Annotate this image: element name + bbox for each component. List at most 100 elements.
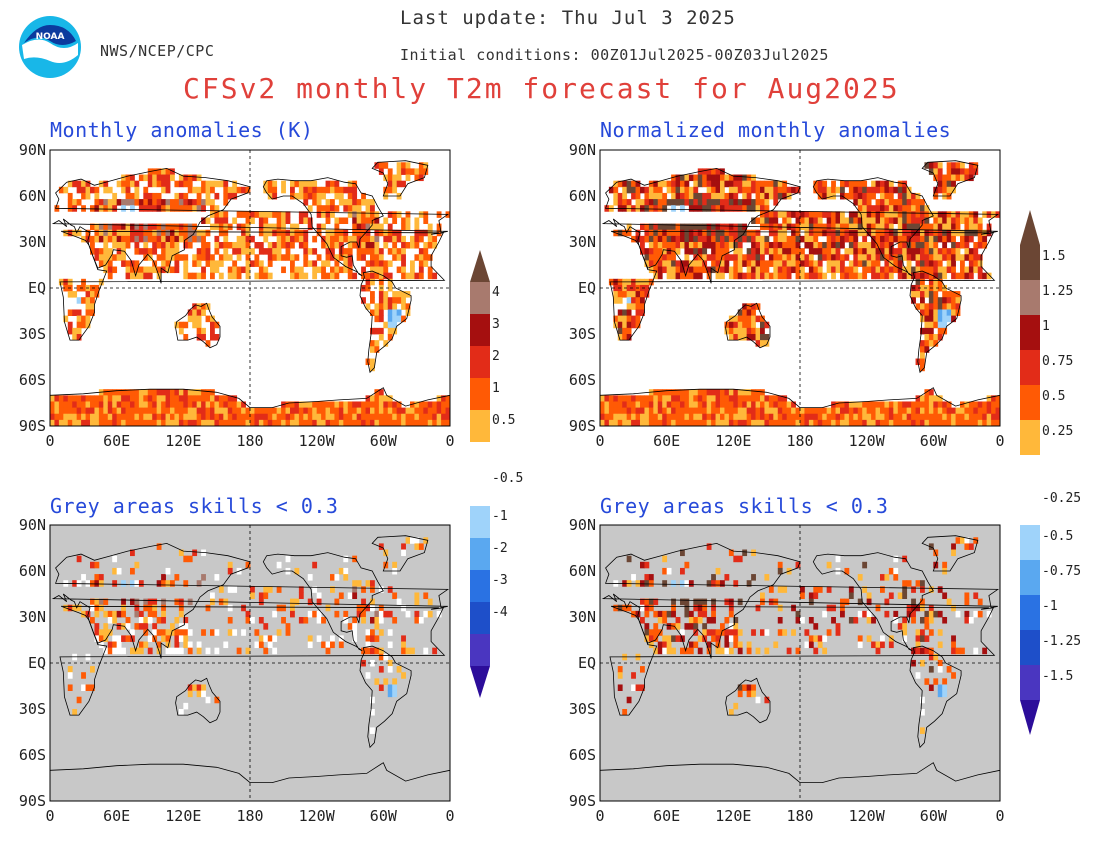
anomaly-cell [995,395,1001,402]
anomaly-cell [737,174,743,182]
anomaly-cell [697,389,703,396]
anomaly-cell [711,235,716,243]
anomaly-cell [871,217,876,224]
anomaly-cell [760,217,765,224]
anomaly-cell [773,199,779,206]
anomaly-cell [791,266,796,274]
anomaly-cell [764,334,770,341]
anomaly-cell [626,604,632,612]
anomaly-cell [680,598,685,606]
anomaly-cell [822,272,828,280]
anomaly-cell [906,610,912,618]
anomaly-cell [711,610,716,618]
anomaly-cell [201,235,206,243]
anomaly-cell [85,303,91,310]
anomaly-cell [205,254,211,261]
anomaly-cell [737,641,743,649]
anomaly-cell [662,580,668,587]
anomaly-cell [258,211,264,218]
anomaly-cell [640,401,645,408]
anomaly-cell [263,647,269,655]
anomaly-cell [258,217,264,224]
anomaly-cell [241,629,246,636]
anomaly-cell [396,297,402,304]
lon-tick-label: 0 [595,807,605,825]
anomaly-cell [653,248,659,255]
anomaly-cell [201,266,206,274]
anomaly-cell [675,617,681,624]
anomaly-cell [156,266,162,274]
anomaly-cell [334,186,340,194]
anomaly-cell [613,297,619,304]
anomaly-cell [955,303,961,310]
anomaly-cell [138,272,144,280]
anomaly-cell [693,199,699,206]
anomaly-cell [236,186,242,194]
anomaly-cell [937,315,943,323]
anomaly-cell [178,549,184,557]
anomaly-cell [187,407,193,415]
anomaly-cell [307,635,313,642]
anomaly-cell [684,623,690,630]
anomaly-cell [245,413,251,421]
anomaly-cell [933,254,939,261]
anomaly-cell [330,635,335,642]
anomaly-cell [392,235,398,243]
anomaly-cell [844,192,850,200]
anomaly-cell [330,248,335,255]
anomaly-cell [955,537,961,544]
anomaly-cell [924,413,930,421]
anomaly-cell [933,168,939,175]
anomaly-cell [258,223,264,231]
anomaly-cell [684,186,690,194]
anomaly-cell [906,604,912,612]
anomaly-cell [210,254,215,261]
anomaly-cell [942,303,948,310]
anomaly-cell [622,327,628,335]
anomaly-cell [844,567,850,575]
anomaly-cell [94,199,100,206]
anomaly-cell [298,617,304,624]
anomaly-cell [334,413,340,421]
anomaly-cell [370,358,375,366]
anomaly-cell [330,180,335,188]
anomaly-cell [325,407,331,415]
anomaly-cell [130,199,135,206]
anomaly-cell [653,199,659,206]
anomaly-cell [857,205,863,212]
anomaly-cell [706,629,712,636]
anomaly-cell [445,407,451,415]
anomaly-cell [920,352,925,359]
anomaly-cell [383,340,389,347]
anomaly-cell [617,229,623,237]
anomaly-cell [223,401,229,408]
anomaly-cell [857,211,863,218]
anomaly-cell [196,580,202,587]
anomaly-cell [378,229,384,237]
anomaly-cell [125,186,131,194]
anomaly-cell [312,272,318,280]
anomaly-cell [915,641,921,649]
anomaly-cell [644,186,650,194]
anomaly-cell [121,635,126,642]
anomaly-cell [107,641,113,649]
anomaly-cell [835,419,841,427]
anomaly-cell [688,389,694,396]
anomaly-cell [312,401,318,408]
anomaly-cell [746,315,752,323]
anomaly-cell [657,229,663,237]
anomaly-cell [795,419,801,427]
anomaly-cell [675,223,681,231]
colorbar-tick-label: 3 [492,317,500,333]
anomaly-cell [183,629,189,636]
anomaly-cell [857,272,863,280]
anomaly-cell [374,413,380,421]
lon-tick-label: 60W [369,807,397,825]
anomaly-cell [866,610,872,618]
anomaly-cell [871,235,876,243]
anomaly-cell [374,235,380,243]
anomaly-cell [613,192,619,200]
anomaly-cell [174,266,180,274]
anomaly-cell [405,242,411,249]
anomaly-cell [897,242,903,249]
